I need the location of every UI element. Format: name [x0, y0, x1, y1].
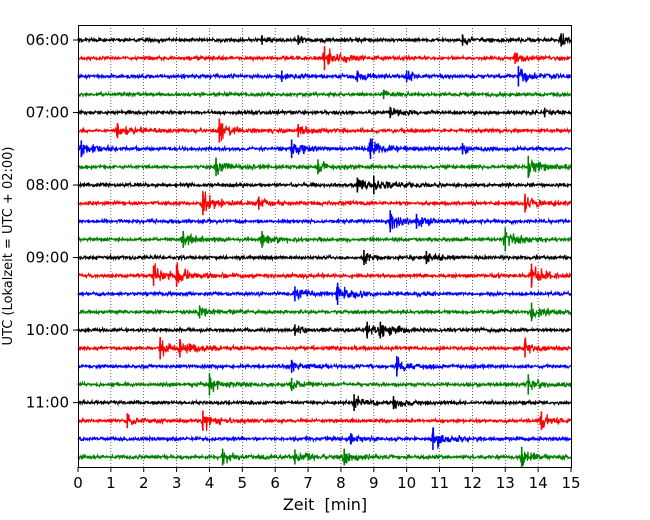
x-axis-label: Zeit [min] — [283, 495, 367, 514]
trace — [77, 33, 572, 47]
trace — [77, 427, 572, 450]
trace — [77, 373, 572, 396]
trace-line — [77, 179, 572, 192]
trace — [77, 227, 572, 252]
x-tick-label: 15 — [561, 474, 580, 492]
x-tick-label: 7 — [303, 474, 313, 492]
trace-line — [77, 324, 572, 337]
trace — [77, 118, 572, 143]
trace-line — [77, 122, 572, 142]
x-tick-label: 8 — [336, 474, 346, 492]
trace-line — [77, 232, 572, 247]
trace — [77, 66, 572, 87]
trace-line — [77, 89, 572, 99]
trace — [77, 262, 572, 288]
trace — [77, 155, 572, 179]
trace-group — [77, 33, 572, 468]
x-axis: 0 1 2 3 4 5 6 7 8 9 10 11 12 13 14 15 — [73, 467, 581, 492]
trace-line — [77, 68, 572, 83]
y-axis-label: UTC (Lokalzeit = UTC + 02:00) — [1, 147, 16, 346]
trace-line — [77, 286, 572, 301]
y-tick-label: 09:00 — [26, 249, 69, 267]
trace — [77, 89, 572, 100]
x-tick-label: 1 — [106, 474, 116, 492]
trace — [77, 250, 572, 266]
trace-line — [77, 307, 572, 319]
trace — [77, 337, 572, 360]
plot-frame — [78, 25, 572, 468]
trace-line — [77, 252, 572, 265]
trace-line — [77, 138, 572, 156]
x-tick-label: 13 — [496, 474, 515, 492]
x-tick-label: 4 — [205, 474, 215, 492]
trace — [77, 356, 572, 377]
x-tick-label: 12 — [463, 474, 482, 492]
trace-line — [77, 191, 572, 212]
x-tick-label: 0 — [73, 474, 83, 492]
trace — [77, 175, 572, 195]
trace-line — [77, 213, 572, 230]
x-tick-label: 6 — [270, 474, 280, 492]
y-tick-label: 08:00 — [26, 176, 69, 194]
y-axis: 06:00 07:00 08:00 09:00 10:00 11:00 — [26, 31, 78, 412]
trace-line — [77, 451, 572, 467]
x-tick-label: 14 — [529, 474, 548, 492]
trace-line — [77, 337, 572, 357]
trace — [77, 210, 572, 233]
trace-line — [77, 357, 572, 372]
x-tick-label: 10 — [397, 474, 416, 492]
y-tick-label: 06:00 — [26, 31, 69, 49]
x-tick-label: 9 — [369, 474, 379, 492]
trace — [77, 46, 572, 71]
trace — [77, 282, 572, 305]
trace — [77, 446, 572, 468]
trace-line — [77, 262, 572, 284]
y-tick-label: 07:00 — [26, 104, 69, 122]
x-tick-label: 2 — [139, 474, 149, 492]
trace — [77, 138, 572, 159]
trace — [77, 410, 572, 431]
trace-line — [77, 414, 572, 431]
y-tick-label: 10:00 — [26, 321, 69, 339]
trace-line — [77, 107, 572, 117]
trace — [77, 106, 572, 119]
x-tick-label: 3 — [172, 474, 182, 492]
trace — [77, 394, 572, 411]
trace-line — [77, 427, 572, 450]
trace — [77, 321, 572, 339]
trace — [77, 191, 572, 216]
x-tick-label: 11 — [430, 474, 449, 492]
trace-line — [77, 158, 572, 177]
y-tick-label: 11:00 — [26, 394, 69, 412]
trace-line — [77, 33, 572, 46]
x-tick-label: 5 — [238, 474, 248, 492]
trace-line — [77, 375, 572, 393]
trace — [77, 302, 572, 322]
trace-line — [77, 395, 572, 409]
